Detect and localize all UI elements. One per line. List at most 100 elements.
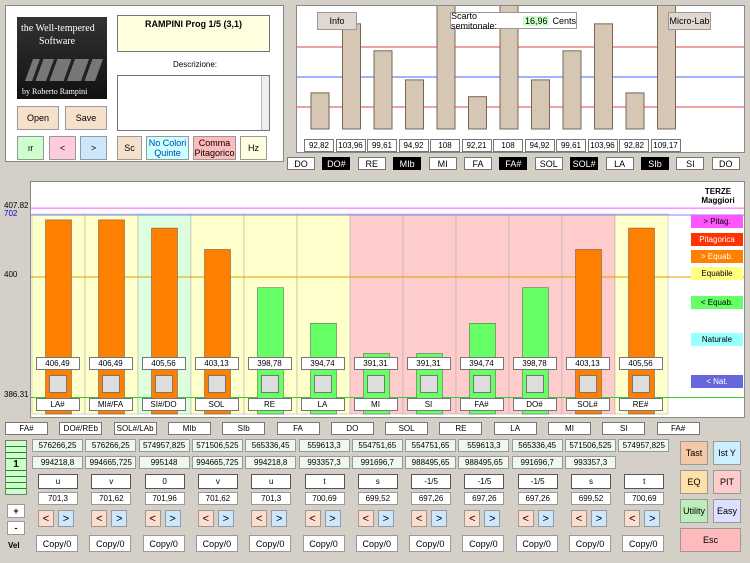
prev-button[interactable]: <: [49, 136, 76, 160]
comma-fraction[interactable]: s: [357, 474, 398, 489]
increase-button[interactable]: >: [271, 510, 288, 527]
copy-button[interactable]: Copy/0: [36, 535, 78, 552]
bar-checkbox[interactable]: [313, 375, 332, 393]
top-note-key[interactable]: SOL: [534, 157, 563, 170]
microlab-button[interactable]: Micro-Lab: [668, 12, 711, 30]
third-value: 394,74: [300, 357, 345, 370]
increase-button[interactable]: >: [58, 510, 74, 527]
comma-fraction[interactable]: -1/5: [517, 474, 558, 489]
comma-fraction[interactable]: t: [304, 474, 345, 489]
decrease-button[interactable]: <: [91, 510, 108, 527]
bar-checkbox[interactable]: [260, 375, 279, 393]
ir-button[interactable]: ır: [17, 136, 44, 160]
bar-checkbox[interactable]: [101, 375, 120, 393]
decrease-button[interactable]: <: [38, 510, 54, 527]
increase-button[interactable]: >: [324, 510, 341, 527]
eq-button[interactable]: EQ: [680, 470, 708, 494]
bar-checkbox[interactable]: [525, 375, 544, 393]
top-note-key[interactable]: MI: [428, 157, 457, 170]
decrease-button[interactable]: <: [304, 510, 321, 527]
copy-button[interactable]: Copy/0: [515, 535, 558, 552]
decrease-button[interactable]: <: [411, 510, 428, 527]
bar-checkbox[interactable]: [631, 375, 650, 393]
third-note-label: LA#: [35, 398, 80, 411]
bar-checkbox[interactable]: [419, 375, 438, 393]
copy-button[interactable]: Copy/0: [409, 535, 452, 552]
top-note-key[interactable]: MIb: [393, 157, 422, 170]
open-button[interactable]: Open: [17, 106, 59, 130]
comma-fraction[interactable]: u: [251, 474, 292, 489]
copy-button[interactable]: Copy/0: [569, 535, 611, 552]
tast-button[interactable]: Tast: [680, 441, 708, 465]
decrease-button[interactable]: <: [624, 510, 641, 527]
copy-button[interactable]: Copy/0: [89, 535, 132, 552]
esc-button[interactable]: Esc: [680, 528, 741, 552]
top-note-key[interactable]: DO: [711, 157, 740, 170]
increase-button[interactable]: >: [217, 510, 234, 527]
comma-fraction[interactable]: t: [624, 474, 665, 489]
sc-button[interactable]: Sc: [117, 136, 142, 160]
top-note-key[interactable]: LA: [605, 157, 634, 170]
comma-fraction[interactable]: s: [571, 474, 611, 489]
comma-fraction[interactable]: v: [91, 474, 132, 489]
textarea-scrollbar[interactable]: [261, 76, 269, 130]
top-note-key[interactable]: DO#: [322, 157, 351, 170]
minus-button[interactable]: -: [7, 521, 25, 535]
third-note-label: MI#/FA: [88, 398, 133, 411]
decrease-button[interactable]: <: [197, 510, 214, 527]
pit-button[interactable]: PIT: [713, 470, 741, 494]
bar-checkbox[interactable]: [48, 375, 67, 393]
next-button[interactable]: >: [80, 136, 107, 160]
bar-checkbox[interactable]: [578, 375, 597, 393]
top-note-key[interactable]: FA#: [499, 157, 528, 170]
increase-button[interactable]: >: [484, 510, 501, 527]
easy-button[interactable]: Easy: [713, 499, 741, 523]
hz-button[interactable]: Hz: [240, 136, 267, 160]
top-note-key[interactable]: DO: [287, 157, 315, 170]
bar-checkbox[interactable]: [154, 375, 173, 393]
save-button[interactable]: Save: [65, 106, 107, 130]
decrease-button[interactable]: <: [517, 510, 534, 527]
increase-button[interactable]: >: [537, 510, 554, 527]
top-note-key[interactable]: SOL#: [570, 157, 599, 170]
top-note-key[interactable]: SIb: [641, 157, 669, 170]
comma-fraction[interactable]: -1/5: [464, 474, 505, 489]
copy-button[interactable]: Copy/0: [462, 535, 505, 552]
no-color-button[interactable]: No Colori Quinte: [146, 136, 189, 160]
copy-button[interactable]: Copy/0: [302, 535, 345, 552]
fifth-cents: 701,62: [91, 492, 132, 505]
decrease-button[interactable]: <: [571, 510, 587, 527]
decrease-button[interactable]: <: [251, 510, 268, 527]
comma-fraction[interactable]: u: [38, 474, 78, 489]
top-note-key[interactable]: FA: [464, 157, 492, 170]
top-note-key[interactable]: SI: [676, 157, 705, 170]
description-textarea[interactable]: [117, 75, 270, 131]
isty-button[interactable]: Ist Y: [713, 441, 741, 465]
increase-button[interactable]: >: [111, 510, 128, 527]
copy-button[interactable]: Copy/0: [195, 535, 238, 552]
comma-button[interactable]: Comma Pitagorico: [193, 136, 236, 160]
decrease-button[interactable]: <: [357, 510, 374, 527]
increase-button[interactable]: >: [164, 510, 181, 527]
bar-checkbox[interactable]: [472, 375, 491, 393]
comma-fraction[interactable]: 0: [144, 474, 185, 489]
increase-button[interactable]: >: [644, 510, 661, 527]
comma-fraction[interactable]: -1/5: [411, 474, 452, 489]
decrease-button[interactable]: <: [464, 510, 481, 527]
bar-checkbox[interactable]: [207, 375, 226, 393]
decrease-button[interactable]: <: [144, 510, 161, 527]
copy-button[interactable]: Copy/0: [355, 535, 398, 552]
copy-button[interactable]: Copy/0: [142, 535, 185, 552]
copy-button[interactable]: Copy/0: [622, 535, 665, 552]
third-bar: [522, 287, 549, 415]
utility-button[interactable]: Utility: [680, 499, 708, 523]
info-button[interactable]: Info: [317, 12, 357, 30]
increase-button[interactable]: >: [377, 510, 394, 527]
plus-button[interactable]: +: [7, 504, 25, 518]
increase-button[interactable]: >: [431, 510, 448, 527]
increase-button[interactable]: >: [591, 510, 607, 527]
bar-checkbox[interactable]: [366, 375, 385, 393]
top-note-key[interactable]: RE: [357, 157, 386, 170]
copy-button[interactable]: Copy/0: [249, 535, 292, 552]
comma-fraction[interactable]: v: [197, 474, 238, 489]
